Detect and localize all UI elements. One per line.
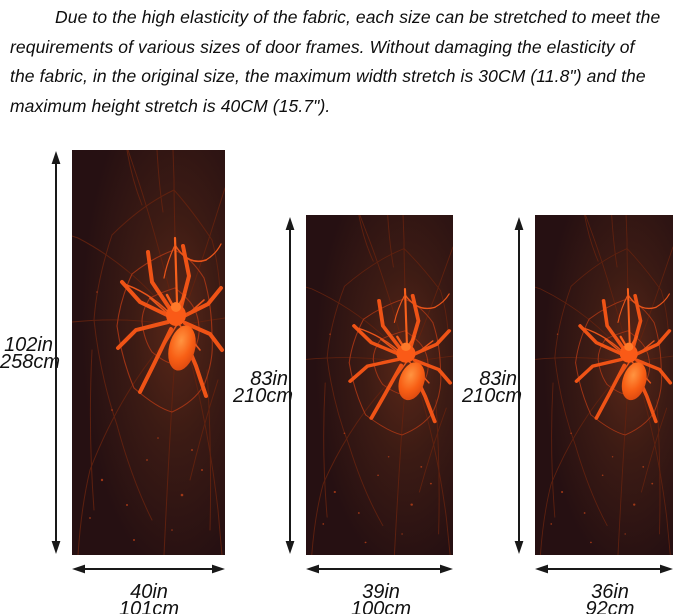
height-centimeters: 210cm (462, 385, 523, 407)
width-inches: 36in (591, 581, 629, 603)
width-centimeters: 101cm (118, 597, 180, 614)
spider-web-art (535, 215, 673, 555)
spider-web-art (72, 150, 225, 555)
door-cover-panel-2 (306, 215, 453, 555)
width-inches: 39in (362, 581, 400, 603)
width-label-panel-2: 39in 100cm (331, 581, 431, 614)
vertical-double-arrow-icon (514, 217, 524, 554)
width-inches: 40in (130, 581, 168, 603)
height-inches: 83in (250, 368, 288, 390)
description-line: the fabric, in the original size, the ma… (10, 66, 646, 86)
door-cover-panel-1 (72, 150, 225, 555)
height-centimeters: 210cm (233, 385, 294, 407)
horizontal-double-arrow-icon (72, 564, 225, 574)
description-line: Due to the high elasticity of the fabric… (55, 7, 661, 27)
description-line: requirements of various sizes of door fr… (10, 36, 635, 57)
horizontal-double-arrow-icon (535, 564, 673, 574)
spider-web-art (306, 215, 453, 555)
height-label-panel-1: 102in 258cm (0, 334, 61, 373)
height-centimeters: 258cm (0, 351, 61, 373)
width-centimeters: 92cm (585, 597, 635, 614)
height-inches: 83in (479, 368, 517, 390)
horizontal-double-arrow-icon (306, 564, 453, 574)
product-description: Due to the high elasticity of the fabric… (10, 3, 676, 121)
width-label-panel-1: 40in 101cm (99, 581, 199, 614)
height-label-panel-3: 83in 210cm (462, 368, 523, 407)
door-cover-panel-3 (535, 215, 673, 555)
width-label-panel-3: 36in 92cm (560, 581, 660, 614)
height-label-panel-2: 83in 210cm (233, 368, 294, 407)
width-centimeters: 100cm (350, 597, 412, 614)
height-inches: 102in (4, 334, 53, 356)
vertical-double-arrow-icon (285, 217, 295, 554)
description-line: maximum height stretch is 40CM (15.7"). (10, 95, 331, 116)
vertical-double-arrow-icon (51, 151, 61, 554)
